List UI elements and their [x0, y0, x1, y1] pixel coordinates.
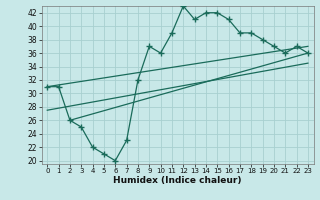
X-axis label: Humidex (Indice chaleur): Humidex (Indice chaleur)	[113, 176, 242, 185]
